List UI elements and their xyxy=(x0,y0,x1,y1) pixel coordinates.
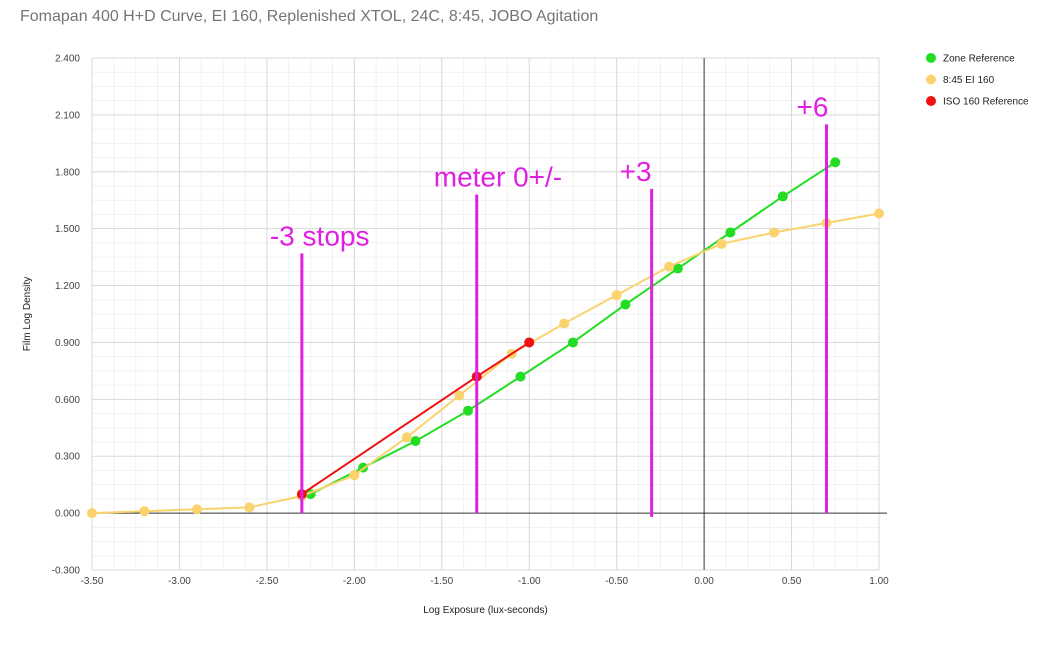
data-point-8-45-ei-160 xyxy=(454,390,465,401)
annotations: -3 stops meter 0+/- +3 +6 xyxy=(270,91,829,517)
series-line-8-45-ei-160 xyxy=(91,212,880,515)
x-tick-label: 0.00 xyxy=(694,576,714,587)
data-point-8-45-ei-160 xyxy=(191,504,202,515)
y-tick-label: -0.300 xyxy=(52,566,81,577)
data-point-8-45-ei-160 xyxy=(559,318,570,329)
y-tick-label: 0.600 xyxy=(55,395,80,406)
data-point-zone-reference xyxy=(777,191,788,202)
data-point-8-45-ei-160 xyxy=(244,502,255,513)
grid xyxy=(91,57,880,571)
y-tick-label: 0.000 xyxy=(55,509,80,520)
annotation-label: meter 0+/- xyxy=(434,162,562,193)
x-tick-label: -0.50 xyxy=(605,576,628,587)
data-point-8-45-ei-160 xyxy=(664,261,675,272)
chart-title: Fomapan 400 H+D Curve, EI 160, Replenish… xyxy=(20,8,599,25)
axes: -3.50 -3.00 -2.50 -2.00 -1.50 -1.00 -0.50 0.00 0… xyxy=(52,54,890,588)
data-point-8-45-ei-160 xyxy=(716,238,727,249)
legend-label: ISO 160 Reference xyxy=(943,97,1029,108)
data-point-8-45-ei-160 xyxy=(611,290,622,301)
x-tick-label: -2.50 xyxy=(255,576,278,587)
data-point-zone-reference xyxy=(463,405,474,416)
annotation-label: +3 xyxy=(620,156,652,187)
legend-label: Zone Reference xyxy=(943,54,1015,65)
data-point-8-45-ei-160 xyxy=(87,508,97,519)
data-point-8-45-ei-160 xyxy=(401,432,412,443)
y-tick-label: 2.400 xyxy=(55,54,80,65)
y-tick-label: 0.900 xyxy=(55,338,80,349)
y-tick-label: 1.800 xyxy=(55,167,80,178)
annotation-label: -3 stops xyxy=(270,220,370,251)
data-point-zone-reference xyxy=(620,299,631,310)
legend-marker xyxy=(926,74,936,85)
x-tick-label: -2.00 xyxy=(343,576,366,587)
y-tick-label: 0.300 xyxy=(55,452,80,463)
legend-marker xyxy=(926,53,936,63)
legend-marker xyxy=(926,96,936,106)
y-tick-label: 1.500 xyxy=(55,224,80,235)
data-point-8-45-ei-160 xyxy=(139,506,150,517)
annotation-label: +6 xyxy=(797,91,829,122)
y-tick-label: 2.100 xyxy=(55,110,80,121)
y-axis-title: Film Log Density xyxy=(22,277,33,351)
x-tick-label: -3.50 xyxy=(81,576,104,587)
data-point-zone-reference xyxy=(515,371,526,382)
x-tick-label: -1.00 xyxy=(518,576,541,587)
x-axis-title: Log Exposure (lux-seconds) xyxy=(423,605,548,616)
data-point-zone-reference xyxy=(725,227,736,238)
data-point-zone-reference xyxy=(830,157,841,168)
data-point-zone-reference xyxy=(410,436,421,447)
data-point-zone-reference xyxy=(567,337,578,348)
legend: Zone Reference 8:45 EI 160 ISO 160 Referen… xyxy=(926,53,1029,108)
data-point-8-45-ei-160 xyxy=(874,208,884,219)
x-tick-label: -1.50 xyxy=(430,576,453,587)
x-tick-label: -3.00 xyxy=(168,576,191,587)
x-tick-label: 1.00 xyxy=(869,576,889,587)
x-tick-label: 0.50 xyxy=(782,576,802,587)
data-point-iso-160-reference xyxy=(524,337,535,348)
data-point-8-45-ei-160 xyxy=(769,227,780,238)
data-point-zone-reference xyxy=(672,263,683,274)
series-line-iso-160-reference xyxy=(301,341,530,495)
data-point-8-45-ei-160 xyxy=(349,470,360,481)
legend-label: 8:45 EI 160 xyxy=(943,75,995,86)
y-tick-label: 1.200 xyxy=(55,281,80,292)
